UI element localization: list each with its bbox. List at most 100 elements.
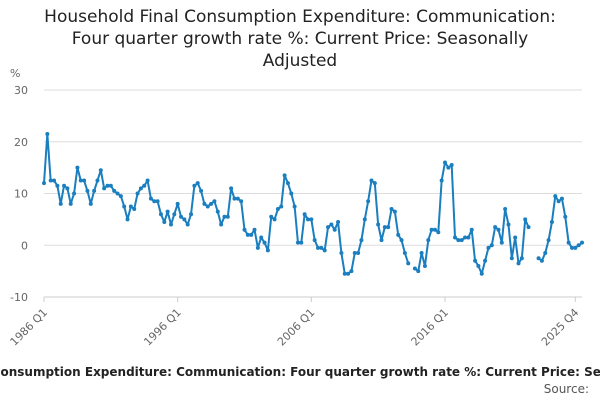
data-point[interactable] bbox=[379, 238, 384, 243]
data-point[interactable] bbox=[265, 248, 270, 253]
data-point[interactable] bbox=[392, 209, 397, 214]
data-point[interactable] bbox=[72, 191, 77, 196]
data-point[interactable] bbox=[362, 217, 367, 222]
data-point[interactable] bbox=[182, 217, 187, 222]
data-point[interactable] bbox=[98, 168, 103, 173]
data-point[interactable] bbox=[396, 232, 401, 237]
data-point[interactable] bbox=[272, 217, 277, 222]
data-point[interactable] bbox=[549, 219, 554, 224]
data-point[interactable] bbox=[432, 227, 437, 232]
data-point[interactable] bbox=[262, 240, 267, 245]
data-point[interactable] bbox=[88, 201, 93, 206]
data-point[interactable] bbox=[339, 251, 344, 256]
data-point[interactable] bbox=[78, 178, 83, 183]
data-point[interactable] bbox=[479, 271, 484, 276]
data-point[interactable] bbox=[112, 188, 117, 193]
data-point[interactable] bbox=[219, 222, 224, 227]
data-point[interactable] bbox=[229, 186, 234, 191]
data-point[interactable] bbox=[483, 258, 488, 263]
data-point[interactable] bbox=[138, 186, 143, 191]
data-point[interactable] bbox=[142, 183, 147, 188]
data-point[interactable] bbox=[285, 181, 290, 186]
data-point[interactable] bbox=[539, 258, 544, 263]
data-point[interactable] bbox=[289, 191, 294, 196]
data-point[interactable] bbox=[279, 204, 284, 209]
data-point[interactable] bbox=[493, 225, 498, 230]
data-point[interactable] bbox=[212, 199, 217, 204]
data-point[interactable] bbox=[192, 183, 197, 188]
data-point[interactable] bbox=[185, 222, 190, 227]
data-point[interactable] bbox=[412, 266, 417, 271]
data-point[interactable] bbox=[309, 217, 314, 222]
data-point[interactable] bbox=[442, 160, 447, 165]
data-point[interactable] bbox=[189, 212, 194, 217]
data-point[interactable] bbox=[459, 238, 464, 243]
data-point[interactable] bbox=[389, 207, 394, 212]
data-point[interactable] bbox=[559, 196, 564, 201]
data-point[interactable] bbox=[92, 188, 97, 193]
data-point[interactable] bbox=[569, 245, 574, 250]
data-point[interactable] bbox=[132, 207, 137, 212]
data-point[interactable] bbox=[506, 222, 511, 227]
data-point[interactable] bbox=[222, 214, 227, 219]
data-point[interactable] bbox=[249, 232, 254, 237]
data-point[interactable] bbox=[382, 225, 387, 230]
data-point[interactable] bbox=[386, 225, 391, 230]
data-point[interactable] bbox=[486, 245, 491, 250]
data-point[interactable] bbox=[546, 238, 551, 243]
data-point[interactable] bbox=[145, 178, 150, 183]
data-point[interactable] bbox=[45, 131, 50, 136]
data-point[interactable] bbox=[356, 251, 361, 256]
data-point[interactable] bbox=[302, 212, 307, 217]
data-point[interactable] bbox=[115, 191, 120, 196]
data-point[interactable] bbox=[376, 222, 381, 227]
data-point[interactable] bbox=[516, 261, 521, 266]
data-point[interactable] bbox=[406, 261, 411, 266]
data-point[interactable] bbox=[158, 212, 163, 217]
data-point[interactable] bbox=[165, 209, 170, 214]
data-point[interactable] bbox=[366, 199, 371, 204]
data-point[interactable] bbox=[128, 204, 133, 209]
data-point[interactable] bbox=[255, 245, 260, 250]
data-point[interactable] bbox=[489, 243, 494, 248]
data-point[interactable] bbox=[526, 225, 531, 230]
data-point[interactable] bbox=[179, 214, 184, 219]
data-point[interactable] bbox=[245, 232, 250, 237]
data-point[interactable] bbox=[342, 271, 347, 276]
data-point[interactable] bbox=[105, 183, 110, 188]
data-point[interactable] bbox=[580, 240, 584, 245]
data-point[interactable] bbox=[349, 269, 354, 274]
data-point[interactable] bbox=[172, 212, 177, 217]
data-point[interactable] bbox=[55, 183, 60, 188]
data-point[interactable] bbox=[466, 235, 471, 240]
data-point[interactable] bbox=[48, 178, 53, 183]
data-point[interactable] bbox=[118, 194, 123, 199]
data-point[interactable] bbox=[332, 227, 337, 232]
data-point[interactable] bbox=[205, 204, 210, 209]
data-point[interactable] bbox=[202, 201, 207, 206]
data-point[interactable] bbox=[155, 199, 160, 204]
data-point[interactable] bbox=[372, 181, 377, 186]
data-point[interactable] bbox=[305, 217, 310, 222]
data-point[interactable] bbox=[95, 178, 100, 183]
data-point[interactable] bbox=[292, 204, 297, 209]
data-point[interactable] bbox=[312, 238, 317, 243]
data-point[interactable] bbox=[152, 199, 157, 204]
data-point[interactable] bbox=[346, 271, 351, 276]
data-point[interactable] bbox=[496, 227, 501, 232]
data-point[interactable] bbox=[259, 235, 264, 240]
data-point[interactable] bbox=[295, 240, 300, 245]
data-point[interactable] bbox=[148, 196, 153, 201]
data-point[interactable] bbox=[399, 238, 404, 243]
data-point[interactable] bbox=[422, 263, 427, 268]
data-point[interactable] bbox=[235, 196, 240, 201]
data-point[interactable] bbox=[316, 245, 321, 250]
data-point[interactable] bbox=[416, 269, 421, 274]
data-point[interactable] bbox=[553, 194, 558, 199]
data-point[interactable] bbox=[329, 222, 334, 227]
data-point[interactable] bbox=[369, 178, 374, 183]
data-point[interactable] bbox=[543, 251, 548, 256]
data-point[interactable] bbox=[122, 204, 127, 209]
data-point[interactable] bbox=[456, 238, 461, 243]
data-point[interactable] bbox=[162, 219, 167, 224]
